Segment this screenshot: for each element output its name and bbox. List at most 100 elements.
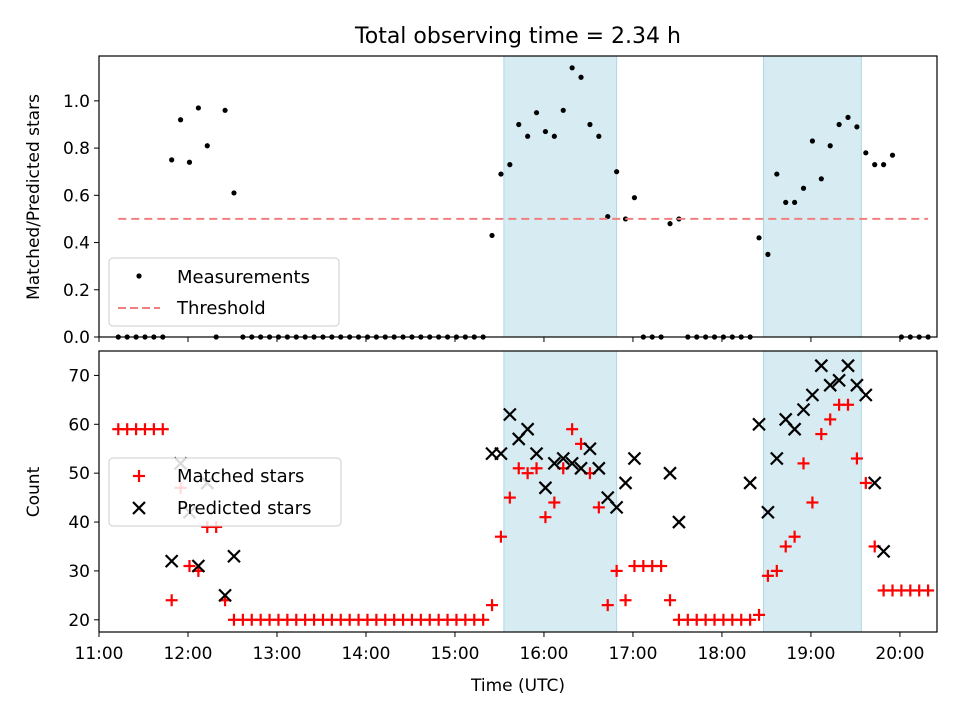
- matched-star-point: [512, 462, 525, 475]
- legend-predicted-label: Predicted stars: [177, 498, 311, 519]
- bottom-y-tick-label: 70: [68, 366, 90, 386]
- matched-star-point: [156, 423, 169, 436]
- predicted-star-point: [618, 476, 633, 490]
- measurement-point: [667, 221, 673, 227]
- predicted-star-point: [538, 481, 553, 495]
- measurement-point: [551, 133, 557, 139]
- measurement-point: [231, 190, 237, 196]
- predicted-star-point: [627, 451, 642, 466]
- bottom-shaded-interval: [503, 350, 618, 633]
- measurement-point: [854, 124, 860, 130]
- measurement-point: [783, 199, 789, 206]
- predicted-star-point: [503, 407, 517, 422]
- top-legend: Measurements Threshold: [108, 257, 340, 327]
- measurement-point: [560, 107, 566, 113]
- x-tick-label: 11:00: [75, 644, 124, 664]
- measurement-point: [631, 195, 638, 201]
- measurement-point: [792, 199, 798, 206]
- predicted-star-point: [191, 559, 206, 573]
- measurement-point: [507, 162, 513, 168]
- matched-star-point: [761, 569, 774, 582]
- predicted-star-point: [164, 554, 179, 568]
- measurement-point: [756, 235, 762, 241]
- x-tick-label: 20:00: [875, 644, 924, 664]
- measurement-point: [596, 133, 602, 139]
- bottom-y-tick-label: 40: [68, 513, 90, 533]
- x-tick-label: 12:00: [163, 644, 212, 664]
- predicted-star-point: [583, 441, 597, 456]
- top-y-tick-label: 0.2: [63, 281, 90, 301]
- predicted-star-point: [832, 373, 846, 388]
- measurement-point: [525, 133, 531, 139]
- predicted-star-point: [556, 451, 571, 466]
- matched-star-point: [566, 423, 579, 436]
- predicted-star-point: [565, 456, 579, 471]
- matched-star-point: [477, 613, 490, 626]
- matched-star-point: [548, 496, 561, 509]
- measurement-point: [578, 74, 584, 80]
- measurement-point: [177, 117, 184, 123]
- matched-star-point: [521, 467, 534, 480]
- measurement-point: [800, 185, 807, 191]
- top-axes-frame: [98, 55, 938, 338]
- top-y-tick-label: 0.4: [63, 234, 90, 254]
- measurement-point: [169, 157, 175, 163]
- predicted-star-point: [841, 358, 855, 373]
- predicted-star-point: [787, 422, 802, 436]
- predicted-star-point: [814, 358, 829, 373]
- matched-star-point: [770, 564, 783, 577]
- top-shaded-interval: [503, 55, 618, 338]
- measurement-point: [889, 152, 896, 158]
- matched-star-point: [753, 608, 766, 621]
- matched-star-point: [850, 452, 863, 465]
- top-y-tick-label: 0.6: [63, 186, 90, 206]
- legend-measurements-marker: [136, 273, 142, 279]
- measurement-point: [765, 251, 771, 257]
- matched-star-point: [530, 462, 543, 475]
- legend-predicted-marker: [132, 501, 146, 515]
- measurement-point: [818, 176, 824, 182]
- measurement-point: [489, 232, 495, 239]
- measurement-point: [204, 143, 210, 149]
- bottom-y-tick-label: 20: [68, 611, 90, 631]
- measurement-point: [774, 171, 780, 177]
- predicted-star-point: [609, 500, 624, 515]
- predicted-star-point: [218, 588, 232, 603]
- top-y-tick-label: 1.0: [63, 92, 90, 112]
- panel-matched-ratio: 0.0 0.2 0.4 0.6 0.8 1.0 Matched/Predicted sta…: [24, 55, 938, 348]
- legend-matched-label: Matched stars: [177, 466, 304, 487]
- measurement-point: [827, 143, 833, 149]
- measurement-point: [542, 128, 549, 135]
- matched-star-point: [744, 613, 757, 626]
- x-tick-label: 13:00: [252, 644, 301, 664]
- predicted-star-point: [227, 549, 241, 564]
- predicted-star-point: [592, 461, 606, 476]
- matched-star-point: [486, 599, 499, 612]
- bottom-y-tick-label: 60: [68, 415, 90, 435]
- measurement-point: [222, 107, 228, 113]
- matched-star-point: [859, 476, 872, 489]
- matched-star-point: [183, 560, 196, 573]
- measurement-point: [533, 110, 540, 116]
- predicted-star-point: [494, 446, 508, 461]
- matched-star-point: [655, 560, 668, 573]
- measurement-point: [863, 150, 869, 156]
- x-tick-label: 18:00: [697, 644, 746, 664]
- measurement-point: [587, 121, 593, 128]
- predicted-star-point: [823, 378, 837, 392]
- measurement-point: [498, 171, 504, 177]
- predicted-star-point: [547, 456, 562, 471]
- measurement-point: [569, 65, 575, 71]
- bottom-ylabel: Count: [24, 466, 44, 517]
- x-axis-label: Time (UTC): [470, 676, 565, 696]
- measurement-point: [195, 105, 201, 111]
- matched-star-point: [165, 594, 178, 607]
- predicted-star-point: [761, 505, 775, 520]
- measurement-point: [836, 121, 842, 128]
- predicted-star-point: [770, 451, 784, 466]
- panel-star-counts: 20 30 40 50 60 70 11:00 12:00 13:00 14:00 15:00 16…: [24, 350, 938, 664]
- top-shaded-interval: [762, 55, 862, 338]
- predicted-star-point: [752, 417, 766, 432]
- matched-star-point: [797, 457, 810, 470]
